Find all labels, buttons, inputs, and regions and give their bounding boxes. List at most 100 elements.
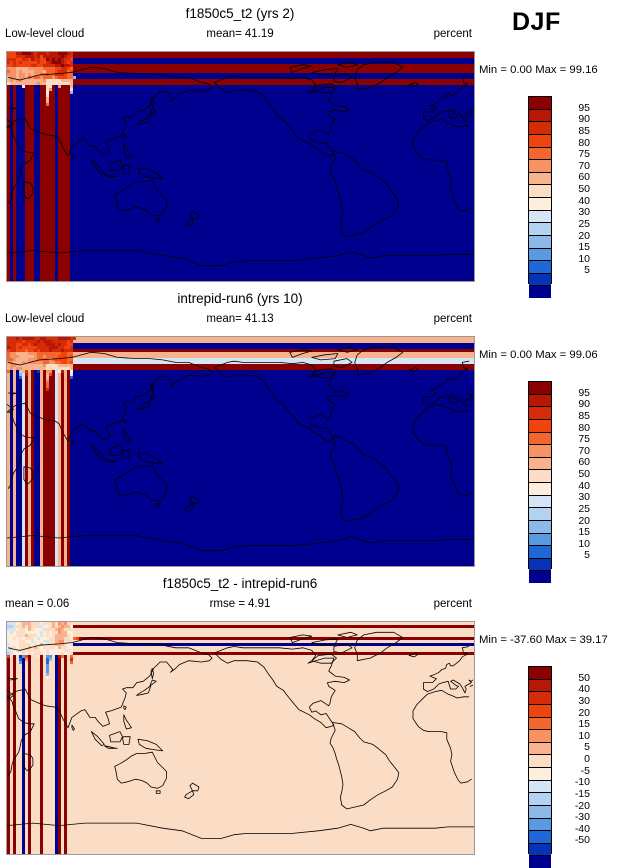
mean-value: 41.19 (245, 28, 274, 40)
colorbar-tick: 5 (556, 265, 590, 276)
colorbar-tick: -20 (556, 800, 590, 811)
colorbar-segment (529, 248, 551, 262)
colorbar-segment (529, 382, 551, 395)
coastlines (7, 61, 474, 267)
colorbar-tick: 5 (556, 550, 590, 561)
field-raster (7, 622, 474, 854)
colorbar-segment (529, 273, 551, 287)
field-raster (7, 337, 474, 566)
minmax-label-a: Min = 0.00 Max = 99.16 (479, 64, 618, 76)
colorbar-tick: -30 (556, 812, 590, 823)
colorbar-segment (529, 495, 551, 509)
colorbar-segment (529, 419, 551, 433)
coastlines (7, 631, 474, 839)
colorbar-segment (529, 122, 551, 135)
colorbar-segment (529, 704, 551, 718)
colorbar-tick: 15 (556, 242, 590, 253)
world-map-difference[interactable] (6, 621, 475, 855)
minmax-label-b: Min = 0.00 Max = 99.06 (479, 349, 618, 361)
colorbar-tick: 70 (556, 161, 590, 172)
colorbar-tick: 70 (556, 446, 590, 457)
colorbar-segment (529, 394, 551, 408)
panel-rmse-stat: rmse = 4.91 (0, 598, 480, 610)
colorbar-segment (529, 407, 551, 420)
panel-header: f1850c5_t2 - intrepid-run6 mean = 0.06 r… (0, 570, 480, 620)
colorbar-segment (529, 134, 551, 148)
world-map-absolute-a[interactable] (6, 51, 475, 282)
panel-units-label: percent (434, 313, 472, 325)
colorbar-swatches (528, 666, 552, 868)
panel-absolute-model-b: intrepid-run6 (yrs 10) Low-level cloud m… (0, 285, 618, 583)
minmax-label-diff: Min = -37.60 Max = 39.17 (479, 634, 618, 646)
colorbar-segment (529, 160, 551, 173)
colorbar-segment (529, 457, 551, 471)
colorbar-segment (529, 805, 551, 819)
colorbar-segment (529, 533, 551, 547)
colorbar-tick: 5 (556, 742, 590, 753)
colorbar-tick: 10 (556, 254, 590, 265)
colorbar-tick: 10 (556, 731, 590, 742)
panel-header: intrepid-run6 (yrs 10) Low-level cloud m… (0, 285, 480, 335)
colorbar-segment (529, 520, 551, 534)
panel-units-label: percent (434, 598, 472, 610)
colorbar-segment (529, 692, 551, 705)
mean-label: mean= (206, 313, 244, 325)
colorbar-tick: 95 (556, 102, 590, 113)
panel-absolute-model-a: f1850c5_t2 (yrs 2) Low-level cloud mean=… (0, 0, 618, 298)
colorbar-segment (529, 831, 551, 844)
colorbar-segment (529, 717, 551, 731)
panel-units-label: percent (434, 28, 472, 40)
colorbar-tick: 20 (556, 515, 590, 526)
colorbar-segment (529, 508, 551, 521)
panel-mean-stat: mean= 41.19 (0, 28, 480, 40)
colorbar-segment (529, 818, 551, 832)
colorbar-segment (529, 546, 551, 559)
colorbar-tick: 10 (556, 539, 590, 550)
panel-variable-label: Low-level cloud (5, 28, 84, 40)
colorbar-tick: 60 (556, 172, 590, 183)
panel-mean-label: mean = 0.06 (5, 598, 69, 610)
mean-value: 41.13 (245, 313, 274, 325)
colorbar-tick: 50 (556, 469, 590, 480)
colorbar-tick: 50 (556, 184, 590, 195)
colorbar-absolute-a[interactable]: 95 90 85 80 75 70 60 50 40 30 25 20 15 10 5 (528, 96, 618, 298)
colorbar-tick: 75 (556, 434, 590, 445)
colorbar-ticklabels: 95 90 85 80 75 70 60 50 40 30 25 20 15 10 5 (556, 96, 614, 282)
mean-label: mean= (206, 28, 244, 40)
panel-variable-label: Low-level cloud (5, 313, 84, 325)
colorbar-tick: 95 (556, 387, 590, 398)
colorbar-tick: 20 (556, 707, 590, 718)
colorbar-tick: 60 (556, 457, 590, 468)
colorbar-tick: -50 (556, 835, 590, 846)
colorbar-segment (529, 679, 551, 693)
colorbar-segment (529, 470, 551, 483)
colorbar-segment (529, 780, 551, 794)
colorbar-tick: 20 (556, 230, 590, 241)
colorbar-segment (529, 223, 551, 236)
colorbar-tick: 85 (556, 411, 590, 422)
colorbar-segment (529, 172, 551, 186)
panel-header: f1850c5_t2 (yrs 2) Low-level cloud mean=… (0, 0, 480, 50)
colorbar-tick: 40 (556, 195, 590, 206)
rmse-value: 4.91 (248, 598, 270, 610)
colorbar-segment (529, 147, 551, 161)
colorbar-segment (529, 793, 551, 806)
colorbar-segment (529, 667, 551, 680)
field-raster (7, 52, 474, 281)
colorbar-segment (529, 261, 551, 274)
colorbar-difference[interactable]: 50 40 30 20 15 10 5 0 -5 -10 -15 -20 -30 -40 -50 (528, 666, 618, 868)
colorbar-tick: 0 (556, 754, 590, 765)
panel-title: intrepid-run6 (yrs 10) (0, 291, 480, 306)
colorbar-ticklabels: 50 40 30 20 15 10 5 0 -5 -10 -15 -20 -30 -40 -50 (556, 666, 614, 852)
panel-title: f1850c5_t2 - intrepid-run6 (0, 576, 480, 591)
colorbar-swatches (528, 381, 552, 583)
colorbar-tick: 80 (556, 422, 590, 433)
coastlines (7, 346, 474, 552)
colorbar-absolute-b[interactable]: 95 90 85 80 75 70 60 50 40 30 25 20 15 10 5 (528, 381, 618, 583)
colorbar-tick: 30 (556, 207, 590, 218)
colorbar-segment (529, 558, 551, 572)
colorbar-tick: -10 (556, 777, 590, 788)
colorbar-segment (529, 198, 551, 211)
world-map-absolute-b[interactable] (6, 336, 475, 567)
colorbar-tick: -5 (556, 765, 590, 776)
